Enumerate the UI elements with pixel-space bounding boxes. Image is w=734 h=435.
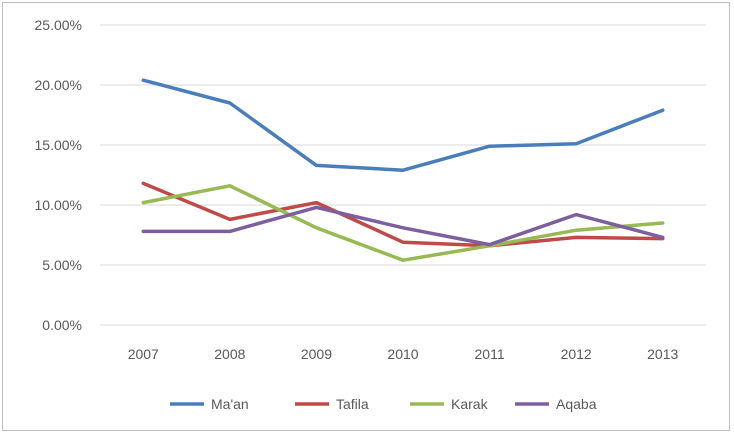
series-line-karak	[141, 184, 665, 262]
data-point	[228, 184, 232, 188]
data-point	[401, 258, 405, 262]
y-tick-label: 0.00%	[42, 317, 82, 333]
data-point	[314, 226, 318, 230]
data-point	[228, 101, 232, 105]
x-tick-label: 2009	[301, 346, 332, 362]
legend-label-ma-an: Ma'an	[211, 396, 249, 412]
data-point	[574, 228, 578, 232]
x-tick-label: 2010	[387, 346, 418, 362]
x-tick-label: 2007	[128, 346, 159, 362]
data-point	[488, 243, 492, 247]
x-tick-label: 2013	[647, 346, 678, 362]
data-point	[228, 229, 232, 233]
y-tick-label: 25.00%	[35, 17, 82, 33]
legend: Ma'an Tafila Karak Aqaba	[170, 396, 597, 412]
data-point	[141, 201, 145, 205]
data-point	[401, 240, 405, 244]
data-point	[314, 205, 318, 209]
y-tick-label: 10.00%	[35, 197, 82, 213]
data-point	[141, 181, 145, 185]
y-axis-tick-labels: 0.00% 5.00% 10.00% 15.00% 20.00% 25.00%	[35, 17, 82, 333]
data-point	[661, 235, 665, 239]
y-tick-label: 15.00%	[35, 137, 82, 153]
series-line-ma-an	[141, 78, 665, 172]
series-line-tafila	[141, 181, 665, 248]
data-point	[314, 163, 318, 167]
y-tick-label: 20.00%	[35, 77, 82, 93]
y-tick-label: 5.00%	[42, 257, 82, 273]
data-point	[661, 108, 665, 112]
data-point	[574, 142, 578, 146]
data-point	[401, 168, 405, 172]
x-tick-label: 2012	[561, 346, 592, 362]
data-point	[141, 229, 145, 233]
data-point	[488, 144, 492, 148]
data-point	[661, 221, 665, 225]
data-point	[574, 235, 578, 239]
x-axis-tick-labels: 2007 2008 2009 2010 2011 2012 2013	[128, 346, 679, 362]
legend-label-karak: Karak	[451, 396, 489, 412]
series-lines	[141, 78, 665, 262]
chart-frame	[2, 2, 730, 431]
x-tick-label: 2008	[214, 346, 245, 362]
data-point	[141, 78, 145, 82]
legend-label-aqaba: Aqaba	[556, 396, 597, 412]
x-tick-label: 2011	[475, 346, 505, 362]
data-point	[401, 226, 405, 230]
data-point	[314, 201, 318, 205]
data-point	[228, 217, 232, 221]
legend-label-tafila: Tafila	[336, 396, 369, 412]
gridlines	[100, 24, 706, 326]
data-point	[574, 213, 578, 217]
